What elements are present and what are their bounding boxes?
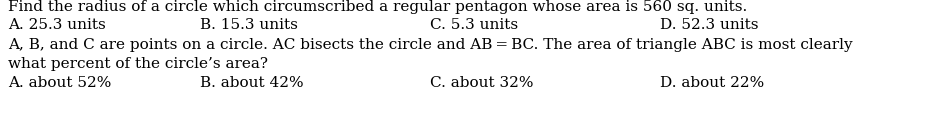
- Text: A. 25.3 units: A. 25.3 units: [8, 18, 106, 32]
- Text: D. about 22%: D. about 22%: [660, 76, 764, 90]
- Text: C. 5.3 units: C. 5.3 units: [430, 18, 518, 32]
- Text: B. 15.3 units: B. 15.3 units: [200, 18, 298, 32]
- Text: Find the radius of a circle which circumscribed a regular pentagon whose area is: Find the radius of a circle which circum…: [8, 0, 747, 14]
- Text: what percent of the circle’s area?: what percent of the circle’s area?: [8, 57, 268, 71]
- Text: D. 52.3 units: D. 52.3 units: [660, 18, 758, 32]
- Text: C. about 32%: C. about 32%: [430, 76, 534, 90]
- Text: B. about 42%: B. about 42%: [200, 76, 304, 90]
- Text: A, B, and C are points on a circle. AC bisects the circle and AB = BC. The area : A, B, and C are points on a circle. AC b…: [8, 38, 853, 52]
- Text: A. about 52%: A. about 52%: [8, 76, 111, 90]
